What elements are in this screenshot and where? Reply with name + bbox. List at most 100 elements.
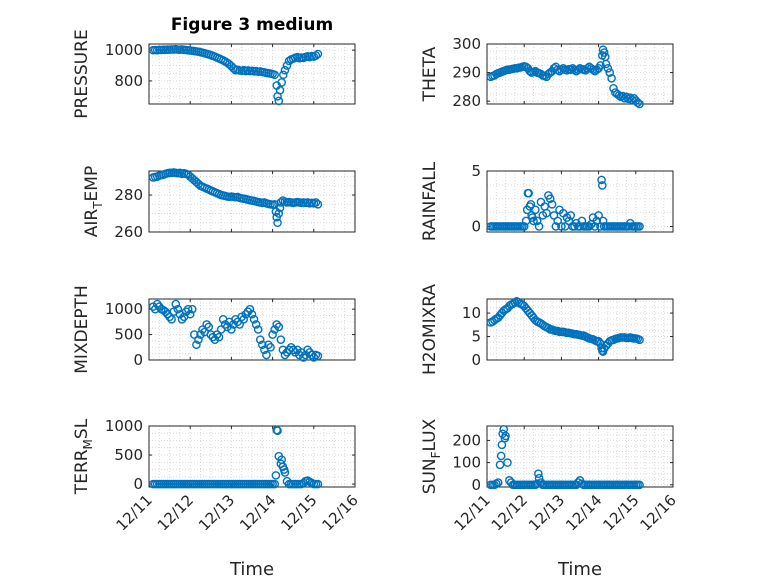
theta-data-point: [607, 73, 616, 83]
rainfall-data-point: [532, 216, 542, 226]
rainfall-ylabel: RAINFALL: [420, 161, 440, 241]
terr_msl-xtick-label: 12/11: [113, 491, 156, 534]
theta-data-point: [596, 61, 605, 70]
h2omixra-ylabel: H2OMIXRA: [420, 284, 440, 375]
sun_flux-data-point: [534, 473, 544, 483]
mixdepth-data-point: [194, 335, 203, 344]
mixdepth-data-point: [167, 315, 176, 324]
mixdepth-data-point: [264, 340, 273, 350]
mixdepth-data-point: [190, 330, 199, 339]
theta-data-point: [633, 98, 642, 107]
mixdepth-data-point: [313, 351, 323, 361]
mixdepth-ytick-label: 500: [114, 326, 143, 344]
h2omixra-axes-box: [486, 298, 674, 361]
mixdepth-data-point: [309, 353, 319, 362]
sun_flux-data-point: [534, 469, 543, 478]
terr_msl-ytick-label: 1000: [105, 417, 143, 435]
terr_msl-ytick-label: 0: [133, 475, 143, 493]
mixdepth-data-point: [183, 304, 193, 314]
mixdepth-data-point: [173, 304, 183, 314]
air_temp-data-point: [313, 199, 323, 209]
rainfall-data-point: [635, 222, 644, 231]
mixdepth-data-point: [276, 335, 286, 344]
panel-mixdepth: 0 500 1000 MIXDEPTH: [72, 285, 356, 374]
mixdepth-data-point: [204, 322, 214, 332]
mixdepth-data-point: [187, 304, 197, 314]
rainfall-data-point: [557, 222, 566, 231]
theta-axes-box: [486, 43, 674, 105]
h2omixra-ytick-label: 0: [471, 351, 481, 369]
mixdepth-data-point: [274, 322, 284, 332]
mixdepth-ytick-label: 1000: [105, 300, 143, 318]
sun_flux-data-point: [635, 480, 644, 490]
pressure-data-point: [282, 61, 292, 70]
terr_msl-xlabel: Time: [229, 559, 274, 580]
mixdepth-data-point: [171, 299, 181, 309]
figure-title: Figure 3 medium: [171, 15, 333, 35]
h2omixra-data-point: [594, 336, 603, 346]
sun_flux-xtick-label: 12/14: [562, 491, 605, 534]
mixdepth-ylabel: MIXDEPTH: [72, 285, 92, 374]
mixdepth-data-point: [299, 353, 308, 362]
terr_msl-ytick-label: 500: [114, 446, 143, 464]
mixdepth-data-point: [280, 350, 290, 360]
terr_msl-ylabel: TERRMSL: [72, 418, 95, 495]
air_temp-data-point: [311, 198, 321, 207]
mixdepth-data-point: [241, 309, 251, 319]
rainfall-data-point: [547, 199, 557, 209]
theta-data-point: [605, 68, 615, 77]
pressure-ytick-label: 1000: [105, 41, 143, 59]
rainfall-data-point: [598, 181, 607, 190]
pressure-data-point: [274, 96, 284, 106]
mixdepth-data-point: [177, 315, 187, 324]
rainfall-data-point: [526, 199, 536, 209]
panel-h2omixra: 0 5 10 H2OMIXRA: [420, 284, 674, 375]
sun_flux-ytick-label: 100: [452, 454, 481, 472]
pressure-data-point: [277, 78, 286, 87]
panel-air_temp: 260 280 AIRTEMP: [82, 166, 356, 241]
sun_flux-ylabel: SUNFLUX: [420, 418, 443, 494]
mixdepth-data-point: [185, 309, 195, 319]
terr_msl-data-point: [270, 479, 279, 489]
sun_flux-xtick-label: 12/13: [525, 491, 568, 534]
mixdepth-data-point: [249, 315, 259, 324]
sun_flux-ytick-label: 200: [452, 431, 481, 449]
sun_flux-data-point: [493, 478, 503, 487]
air_temp-data-point: [274, 209, 284, 218]
mixdepth-data-point: [227, 325, 236, 334]
rainfall-data-point: [534, 222, 544, 231]
mixdepth-data-point: [253, 325, 263, 334]
rainfall-data-point: [545, 194, 555, 204]
theta-data-point: [599, 48, 609, 57]
mixdepth-data-point: [161, 307, 170, 317]
sun_flux-xtick-label: 12/12: [488, 491, 531, 534]
pressure-data-point: [313, 49, 323, 59]
air_temp-axes-box: [148, 170, 356, 233]
theta-ytick-label: 280: [452, 92, 481, 110]
h2omixra-ytick-label: 5: [471, 328, 481, 346]
mixdepth-data-point: [192, 340, 201, 350]
sun_flux-data-point: [501, 431, 510, 441]
terr_msl-data-point: [313, 479, 323, 489]
mixdepth-ytick-label: 0: [133, 351, 143, 369]
terr_msl-xtick-label: 12/13: [195, 491, 238, 534]
mixdepth-data-point: [255, 335, 265, 344]
theta-data-point: [583, 63, 592, 73]
mixdepth-data-point: [307, 350, 317, 360]
sun_flux-xtick-label: 12/16: [637, 491, 680, 534]
sun_flux-xtick-label: 12/15: [599, 491, 642, 534]
theta-ylabel: THETA: [420, 46, 440, 102]
air_temp-ytick-label: 280: [114, 186, 143, 204]
sun_flux-ytick-label: 0: [471, 476, 481, 494]
sun_flux-data-point: [495, 460, 505, 470]
mixdepth-data-point: [239, 315, 249, 324]
mixdepth-data-point: [202, 320, 211, 329]
terr_msl-xtick-label: 12/16: [319, 491, 362, 534]
sun_flux-data-point: [573, 478, 583, 487]
air_temp-ytick-label: 260: [114, 223, 143, 241]
rainfall-data-point: [519, 222, 529, 231]
mixdepth-data-point: [266, 342, 275, 352]
terr_msl-xtick-label: 12/12: [154, 491, 197, 534]
